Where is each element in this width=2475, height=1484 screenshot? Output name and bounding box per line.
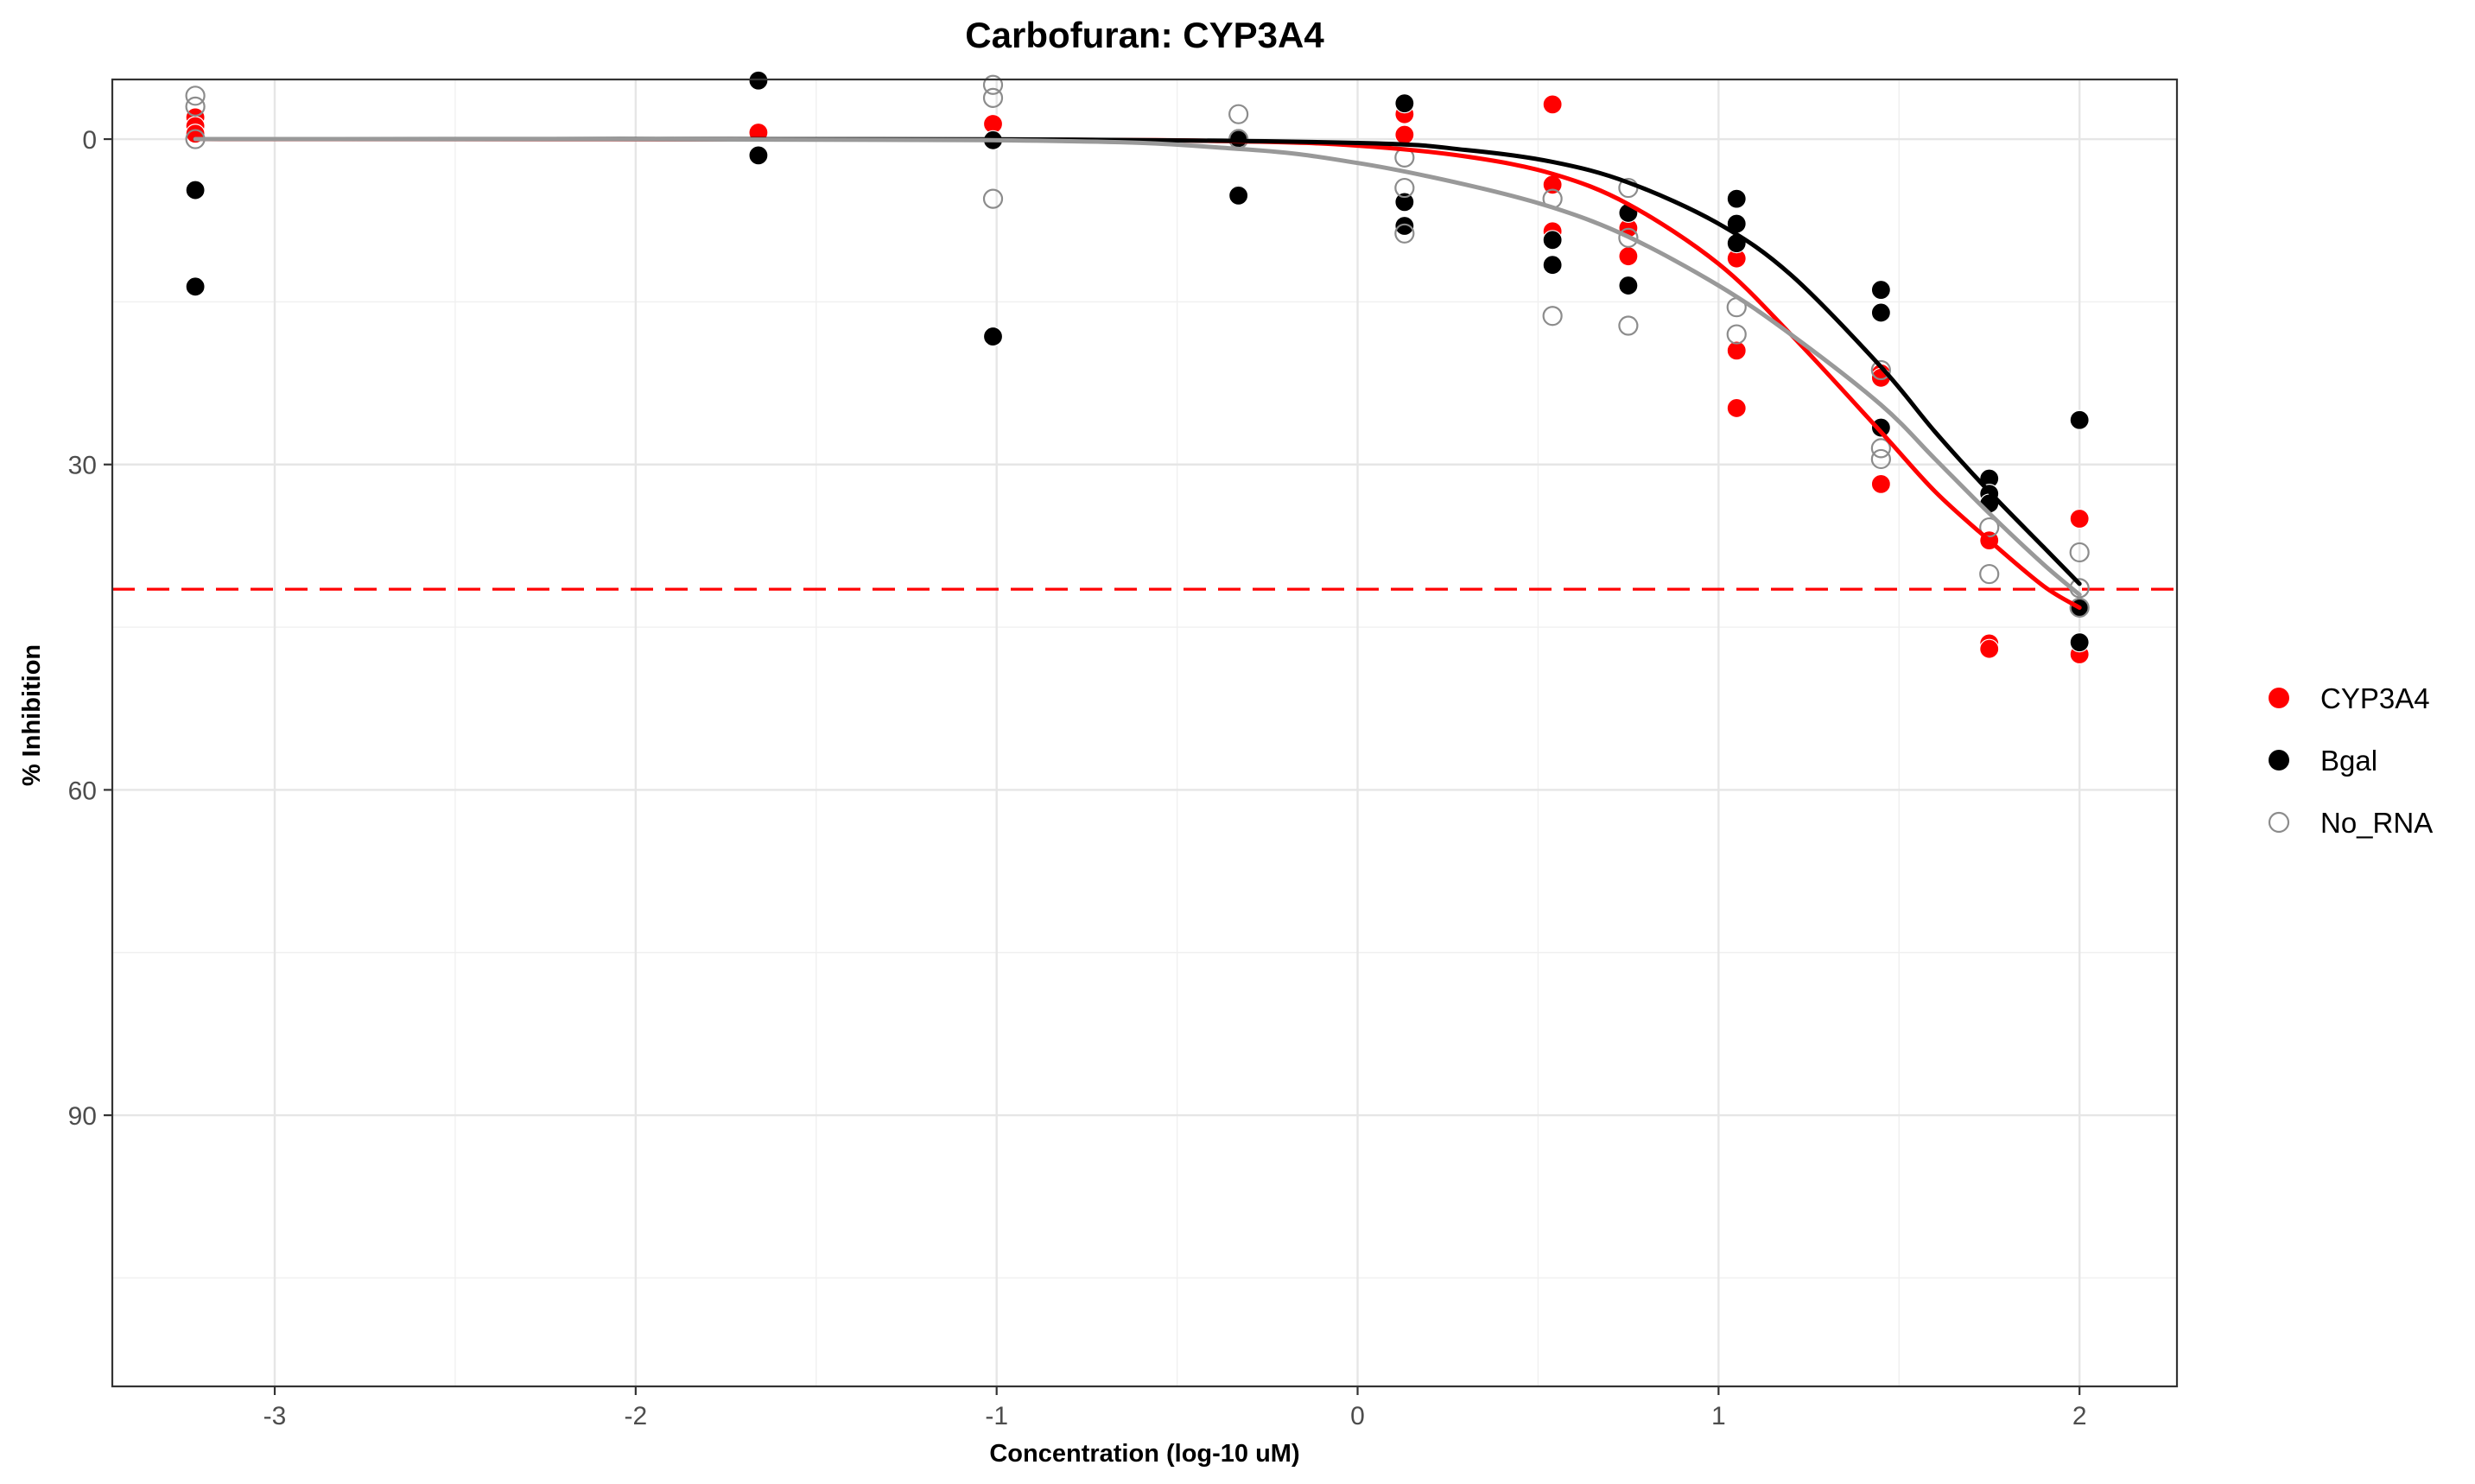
point-cyp3a4 [1618,246,1639,267]
point-no-rna [1870,438,1891,459]
x-tick-label: 2 [2072,1402,2087,1430]
point-bgal [185,180,206,200]
legend-key-no-rna [2268,811,2290,834]
point-bgal [1394,93,1415,114]
point-bgal [748,70,769,91]
point-no-rna [1870,448,1891,470]
point-no-rna [1618,227,1639,248]
point-no-rna [1228,104,1249,124]
point-no-rna [1979,517,2000,538]
legend-key-bgal [2269,750,2289,771]
x-tick-label: -2 [625,1402,648,1430]
point-bgal [185,276,206,297]
point-cyp3a4 [1726,397,1747,419]
point-no-rna [1979,563,2000,585]
x-tick-label: 0 [1350,1402,1365,1430]
point-bgal [1870,302,1891,323]
y-tick-label: 30 [68,452,97,480]
legend: CYP3A4 Bgal No_RNA [2268,682,2433,839]
legend-label-bgal: Bgal [2320,745,2377,777]
legend-label-cyp3a4: CYP3A4 [2320,682,2430,714]
point-no-rna [1618,315,1639,336]
y-tick-label: 90 [68,1102,97,1131]
y-axis-label: % Inhibition [18,644,46,786]
point-bgal [1394,215,1415,237]
curve-bgal [193,136,2082,587]
point-bgal [1394,192,1415,212]
point-bgal [2069,632,2090,653]
curve-cyp3a4 [193,136,2082,610]
y-tick-label: 0 [82,126,97,155]
x-axis-ticks: -3 -2 -1 0 1 2 [263,1386,2087,1430]
legend-label-no-rna: No_RNA [2320,807,2433,839]
point-bgal [1228,185,1249,206]
point-bgal [1870,279,1891,301]
grid-major [112,79,2177,1386]
data-points [185,70,2090,665]
point-no-rna [1394,223,1415,244]
point-cyp3a4 [1979,638,2000,659]
point-bgal [748,145,769,166]
point-no-rna [2069,542,2090,563]
chart-title: Carbofuran: CYP3A4 [965,15,1324,55]
point-no-rna [982,188,1004,209]
point-bgal [1542,230,1563,251]
y-tick-label: 60 [68,777,97,805]
point-no-rna [1542,306,1563,327]
point-bgal [982,326,1004,347]
point-no-rna [185,96,206,117]
point-no-rna [982,74,1004,95]
point-cyp3a4 [1542,94,1563,115]
point-bgal [1618,275,1639,296]
point-cyp3a4 [1394,124,1415,145]
point-no-rna [2069,597,2090,618]
y-axis-ticks: 0 30 60 90 [68,126,112,1131]
point-bgal [1542,255,1563,276]
point-no-rna [982,87,1004,108]
x-tick-label: -3 [263,1402,287,1430]
grid-minor [112,79,2177,1386]
curve-no-rna [193,136,2082,597]
point-bgal [1870,417,1891,438]
point-no-rna [1394,177,1415,199]
x-tick-label: 1 [1711,1402,1726,1430]
point-cyp3a4 [1726,340,1747,361]
point-no-rna [1726,324,1747,345]
fitted-curves [193,136,2082,610]
point-cyp3a4 [2069,508,2090,530]
point-cyp3a4 [1870,473,1891,494]
point-bgal [2069,409,2090,430]
x-tick-label: -1 [985,1402,1008,1430]
point-no-rna [185,86,206,106]
point-bgal [1726,188,1747,209]
legend-key-cyp3a4 [2269,688,2289,708]
x-axis-label: Concentration (log-10 uM) [989,1440,1299,1468]
point-no-rna [1870,359,1891,381]
plot-panel-border [111,78,2179,1388]
